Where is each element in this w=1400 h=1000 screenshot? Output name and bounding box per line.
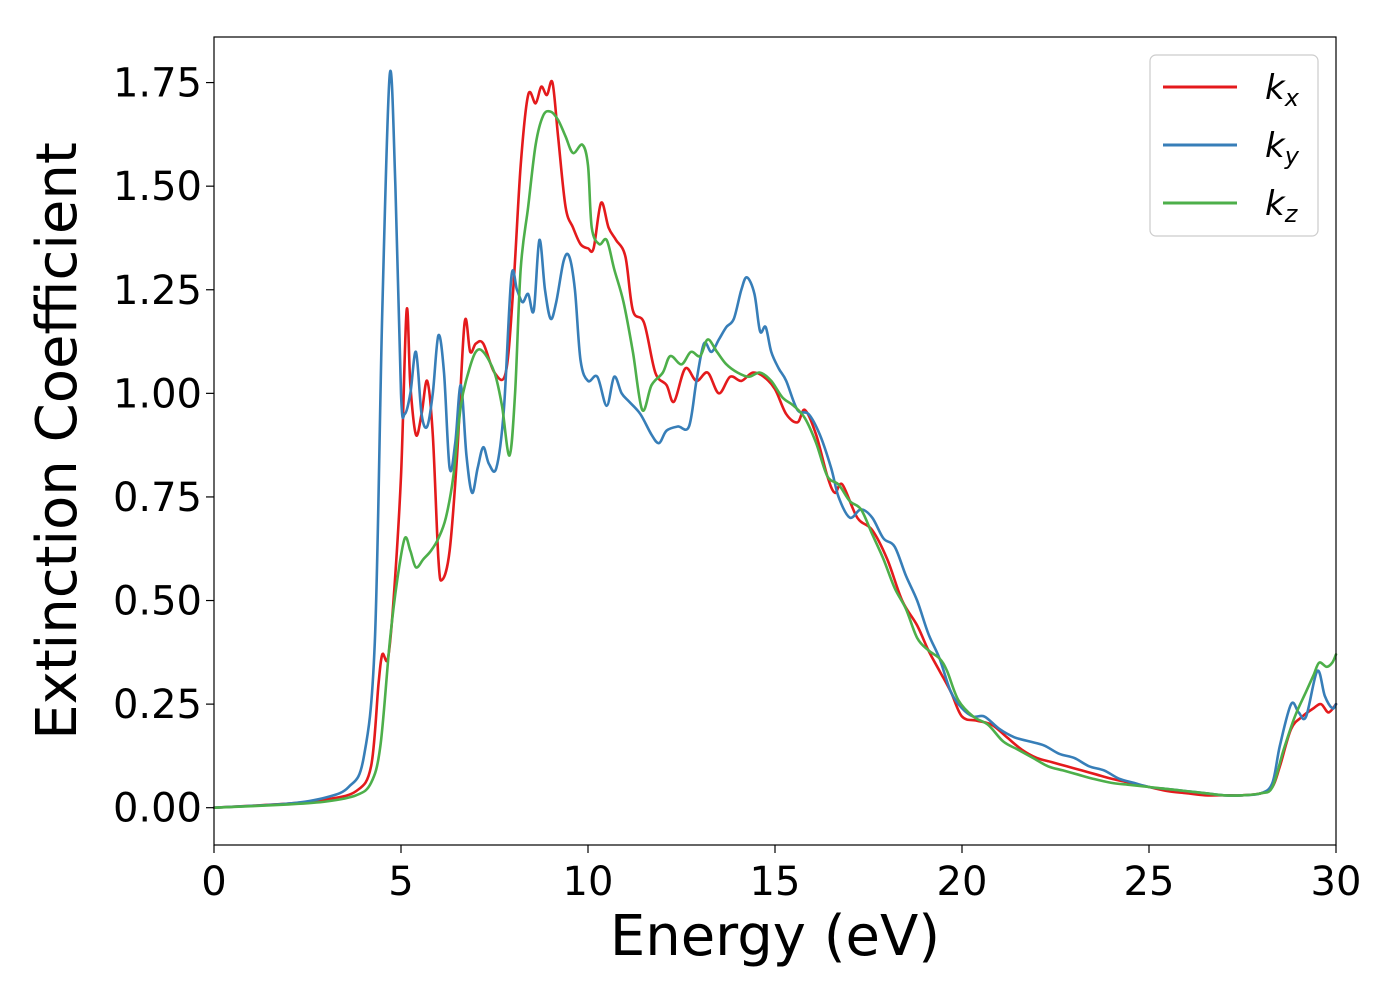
legend-label-kz: kz <box>1265 184 1299 228</box>
x-axis-label: Energy (eV) <box>610 904 940 969</box>
x-tick-label: 20 <box>937 859 988 905</box>
x-tick-label: 10 <box>563 859 614 905</box>
series-line-ky <box>212 69 1338 810</box>
x-axis: 0 5 10 15 20 25 30 <box>201 845 1361 905</box>
y-axis: 0.00 0.25 0.50 0.75 1.00 1.25 1.50 1.75 <box>113 61 214 832</box>
y-tick-label: 1.75 <box>113 61 202 107</box>
series-layer <box>212 69 1338 810</box>
x-tick-label: 15 <box>750 859 801 905</box>
x-tick-label: 25 <box>1124 859 1175 905</box>
legend-label-ky: ky <box>1265 126 1300 170</box>
y-tick-label: 0.00 <box>113 786 202 832</box>
x-tick-label: 30 <box>1311 859 1362 905</box>
legend: kx ky kz <box>1149 54 1319 237</box>
y-tick-label: 1.00 <box>113 371 202 417</box>
x-tick-label: 5 <box>388 859 413 905</box>
series-line-kz <box>212 109 1338 810</box>
y-tick-label: 0.25 <box>113 682 202 728</box>
y-tick-label: 1.50 <box>113 164 202 210</box>
y-tick-label: 1.25 <box>113 268 202 314</box>
series-line-kx <box>212 79 1338 810</box>
y-tick-label: 0.75 <box>113 475 202 521</box>
y-tick-label: 0.50 <box>113 579 202 625</box>
x-tick-label: 0 <box>201 859 226 905</box>
legend-label-kx: kx <box>1265 68 1300 112</box>
y-axis-label: Extinction Coefficient <box>25 142 90 740</box>
